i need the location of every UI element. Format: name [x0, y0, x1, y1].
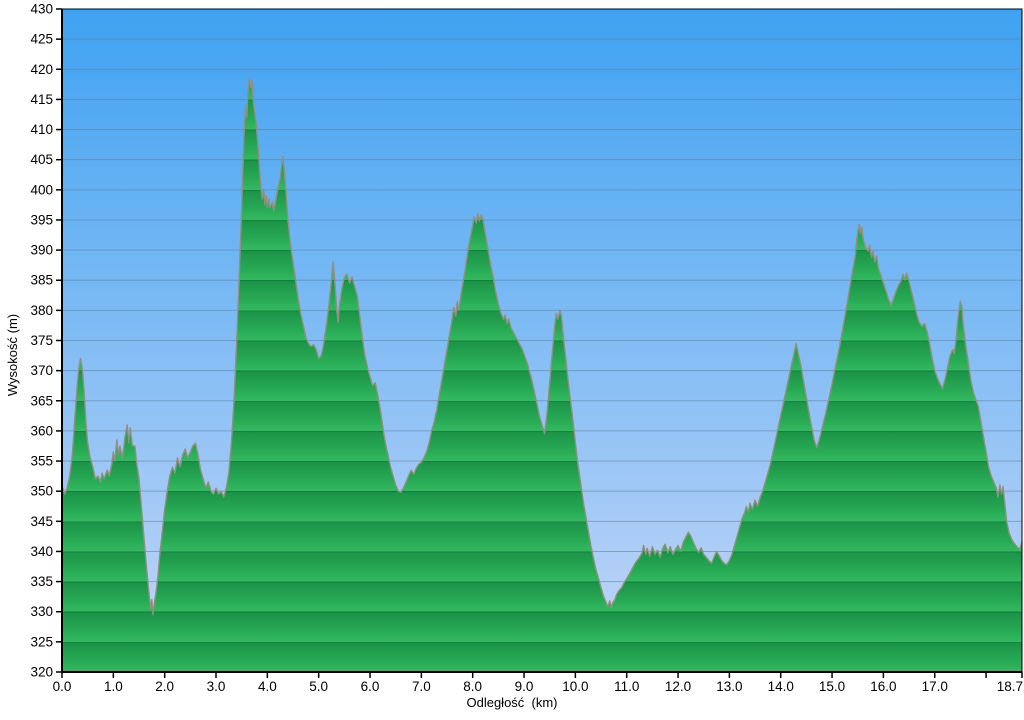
y-tick-label: 415 [30, 92, 53, 107]
y-tick-label: 410 [30, 122, 53, 137]
x-tick-label: 9.0 [515, 679, 534, 694]
x-tick-label: 6.0 [361, 679, 380, 694]
y-axis-ticks: 430 425 420 415 410 405 400 395 390 385 380 375 370 3… [30, 2, 62, 680]
x-axis-title: Odległość (km) [466, 695, 558, 710]
y-tick-label: 400 [30, 182, 53, 197]
y-tick-label: 350 [30, 484, 53, 499]
y-tick-label: 375 [30, 333, 53, 348]
y-tick-label: 425 [30, 32, 53, 47]
x-tick-label: 0.0 [53, 679, 72, 694]
y-tick-label: 345 [30, 514, 53, 529]
y-tick-label: 330 [30, 604, 53, 619]
elevation-area [62, 78, 1022, 673]
y-tick-label: 395 [30, 212, 53, 227]
x-axis-ticks: 0.0 1.0 2.0 3.0 4.0 5.0 6.0 7.0 8.0 9.0 10.0 11.0 12… [53, 672, 1023, 694]
x-tick-label: 5.0 [309, 679, 328, 694]
x-tick-label: 11.0 [614, 679, 639, 694]
x-tick-label: 15.0 [819, 679, 845, 694]
x-tick-label: 16.0 [870, 679, 896, 694]
y-tick-label: 340 [30, 544, 53, 559]
y-tick-label: 335 [30, 574, 53, 589]
x-tick-label: 8.0 [463, 679, 482, 694]
y-tick-label: 380 [30, 303, 53, 318]
y-tick-label: 420 [30, 62, 53, 77]
y-tick-label: 320 [30, 665, 53, 680]
x-tick-label: 12.0 [665, 679, 691, 694]
y-tick-label: 390 [30, 243, 53, 258]
y-tick-label: 360 [30, 423, 53, 438]
x-tick-label: 13.0 [716, 679, 742, 694]
x-tick-label: 17.0 [922, 679, 948, 694]
y-tick-label: 365 [30, 393, 53, 408]
y-tick-label: 370 [30, 363, 53, 378]
x-tick-label: 14.0 [768, 679, 794, 694]
y-tick-label: 430 [30, 2, 53, 17]
x-tick-label: 3.0 [207, 679, 226, 694]
x-tick-label: 1.0 [104, 679, 123, 694]
y-tick-label: 405 [30, 152, 53, 167]
x-tick-label: 18.7 [997, 679, 1023, 694]
x-tick-label: 7.0 [412, 679, 431, 694]
y-tick-label: 325 [30, 634, 53, 649]
x-tick-label: 10.0 [562, 679, 588, 694]
y-tick-label: 385 [30, 273, 53, 288]
y-tick-label: 355 [30, 454, 53, 469]
x-tick-label: 4.0 [258, 679, 277, 694]
x-tick-label: 2.0 [155, 679, 174, 694]
elevation-outline [61, 77, 1023, 616]
y-axis-title: Wysokość (m) [5, 313, 20, 397]
